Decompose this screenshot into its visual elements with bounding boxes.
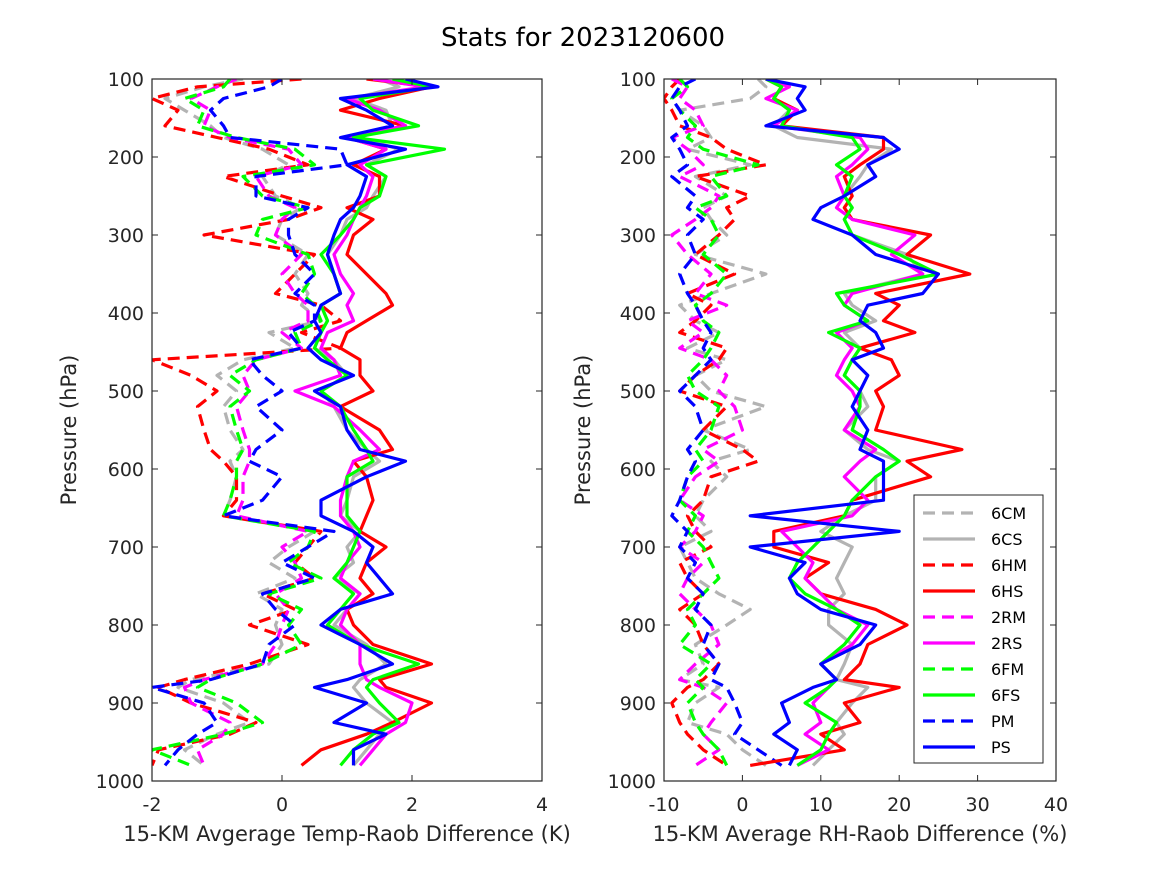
rh-series-6hs <box>749 79 972 767</box>
rh-y-tick-label: 800 <box>620 615 656 637</box>
temp-series-6hm <box>152 79 343 767</box>
legend-item-6fs: 6FS <box>923 686 1020 705</box>
legend-item-pm: PM <box>923 712 1014 731</box>
rh-x-tick-label: 30 <box>966 794 990 816</box>
rh-y-tick-label: 700 <box>620 537 656 559</box>
rh-y-tick-label: 600 <box>620 459 656 481</box>
temp-x-tick-label: 0 <box>276 794 288 816</box>
temp-y-tick-label: 600 <box>108 459 144 481</box>
rh-y-tick-label: 400 <box>620 303 656 325</box>
temp-y-tick-label: 500 <box>108 381 144 403</box>
rh-axes-box <box>663 78 1057 782</box>
temp-y-tick-label: 700 <box>108 537 144 559</box>
temp-series-6fm <box>152 79 323 767</box>
rh-y-tick-label: 300 <box>620 225 656 247</box>
rh-y-tick-label: 100 <box>620 69 656 91</box>
legend-label: PS <box>991 738 1011 757</box>
rh-y-tick-label: 200 <box>620 147 656 169</box>
temp-x-tick-label: 2 <box>406 794 418 816</box>
rh-y-tick-label: 500 <box>620 381 656 403</box>
rh-x-axis-label: 15-KM Average RH-Raob Difference (%) <box>653 822 1068 846</box>
temp-y-tick-label: 300 <box>108 225 144 247</box>
temp-series-6fs <box>312 79 447 767</box>
legend-label: 6CM <box>991 504 1026 523</box>
temp-series-6cs <box>312 79 401 767</box>
rh-series-ps <box>748 79 941 767</box>
rh-series-6fm <box>670 79 760 767</box>
rh-series-pm <box>670 79 783 767</box>
rh-y-tick-label: 900 <box>620 693 656 715</box>
temp-y-tick-label: 200 <box>108 147 144 169</box>
temp-series-2rm <box>182 79 310 767</box>
legend-item-6fm: 6FM <box>923 660 1024 679</box>
temp-x-axis-label: 15-KM Avgerage Temp-Raob Difference (K) <box>123 822 571 846</box>
legend-label: 6FS <box>991 686 1020 705</box>
rh-y-tick-label: 1000 <box>608 771 656 793</box>
temp-y-tick-label: 1000 <box>96 771 144 793</box>
legend-label: 2RM <box>991 608 1026 627</box>
rh-x-tick-label: -10 <box>648 794 679 816</box>
legend-label: 6HM <box>991 556 1027 575</box>
legend-label: 6HS <box>991 582 1023 601</box>
legend-item-6hm: 6HM <box>923 556 1027 575</box>
temp-series-6cm <box>163 79 323 767</box>
legend-label: PM <box>991 712 1014 731</box>
rh-series-2rm <box>670 79 745 767</box>
legend-item-6cs: 6CS <box>923 530 1023 549</box>
temp-y-tick-label: 100 <box>108 69 144 91</box>
legend-item-6cm: 6CM <box>923 504 1026 523</box>
temp-y-tick-label: 800 <box>108 615 144 637</box>
temp-series-2rs <box>293 79 427 767</box>
legend-item-2rs: 2RS <box>923 634 1022 653</box>
rh-series-6cs <box>765 79 925 767</box>
temp-y-tick-label: 900 <box>108 693 144 715</box>
temp-series-pm <box>152 79 349 767</box>
rh-x-tick-label: 20 <box>887 794 911 816</box>
chart-title: Stats for 2023120600 <box>441 23 725 53</box>
rh-series-6fs <box>765 79 941 767</box>
rh-y-axis-label: Pressure (hPa) <box>571 355 595 506</box>
legend-item-ps: PS <box>923 738 1011 757</box>
temp-y-tick-label: 400 <box>108 303 144 325</box>
legend-item-6hs: 6HS <box>923 582 1023 601</box>
temp-axes-box <box>151 78 543 782</box>
legend-box <box>913 494 1044 764</box>
temp-x-tick-label: -2 <box>143 794 162 816</box>
rh-x-tick-label: 10 <box>809 794 833 816</box>
temp-y-axis-label: Pressure (hPa) <box>57 355 81 506</box>
legend: 6CM 6CS 6HM 6HS 2RM 2RS 6FM 6FS PM PS <box>913 494 1044 764</box>
rh-x-tick-label: 40 <box>1044 794 1068 816</box>
rh-series-6cm <box>678 79 768 767</box>
legend-label: 6FM <box>991 660 1024 679</box>
rh-x-tick-label: 0 <box>736 794 748 816</box>
temp-series-ps <box>306 79 440 766</box>
rh-panel: -10 0 10 20 30 40 100 200 300 400 500 600 700 800 900 1… <box>571 69 1068 846</box>
legend-label: 2RS <box>991 634 1022 653</box>
temp-x-tick-label: 4 <box>536 794 548 816</box>
temp-panel: -2 0 2 4 100 200 300 400 500 600 700 800 900 1000 15-… <box>57 69 571 846</box>
legend-item-2rm: 2RM <box>923 608 1026 627</box>
legend-label: 6CS <box>991 530 1023 549</box>
